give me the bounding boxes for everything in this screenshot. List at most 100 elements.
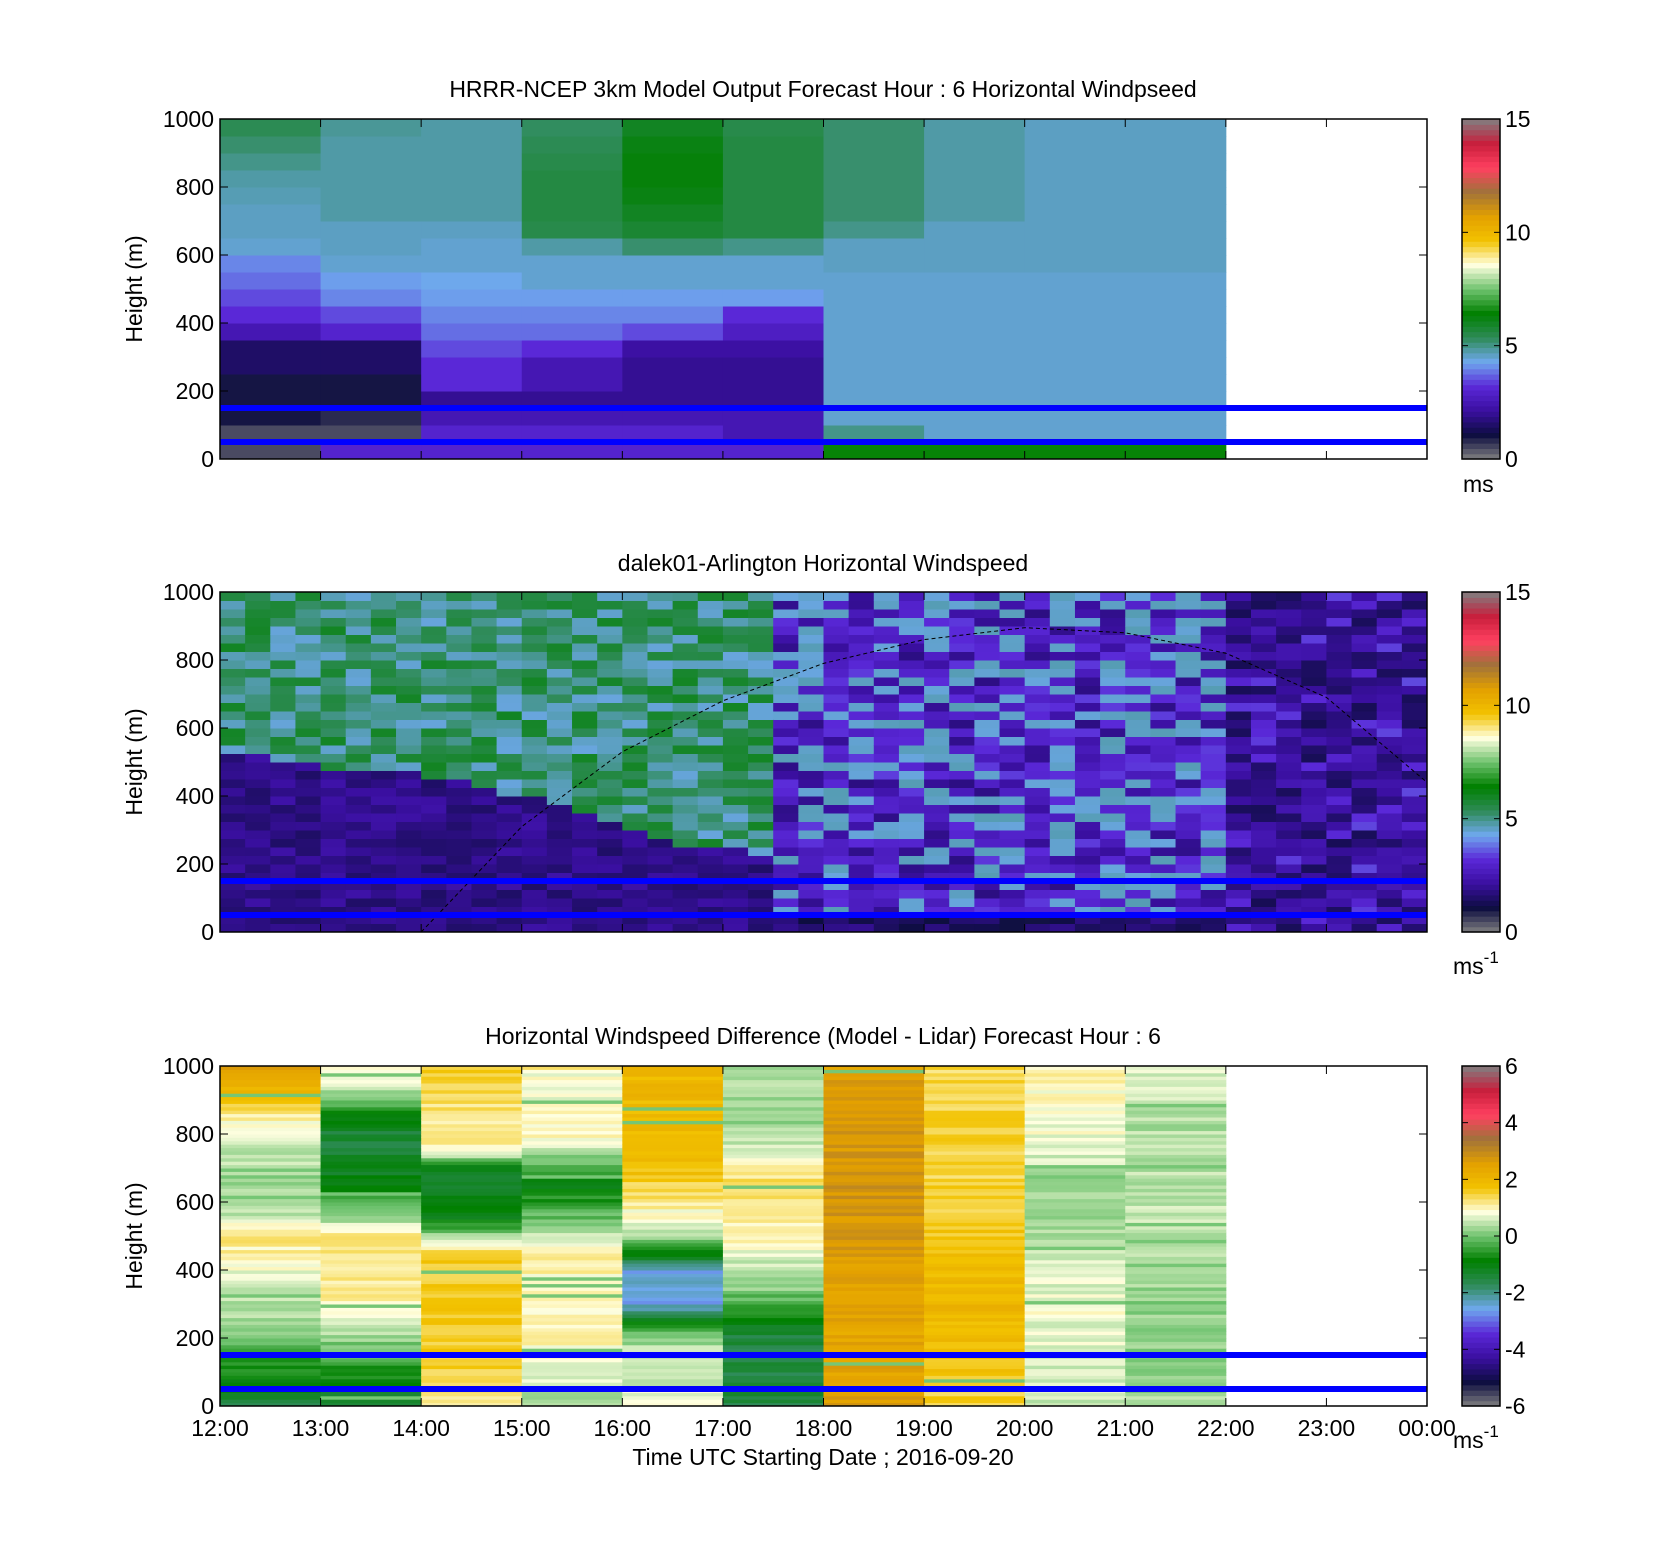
- heatmap-cell: [220, 1280, 322, 1285]
- heatmap-cell: [1401, 872, 1427, 882]
- heatmap-cell: [1125, 1368, 1227, 1373]
- colorbar-swatch: [1462, 1119, 1500, 1126]
- heatmap-cell: [446, 796, 472, 805]
- heatmap-cell: [546, 838, 573, 848]
- heatmap-cell: [1125, 255, 1227, 273]
- heatmap-cell: [270, 864, 296, 873]
- heatmap-cell: [270, 770, 296, 780]
- heatmap-cell: [1401, 787, 1427, 797]
- heatmap-cell: [722, 204, 824, 222]
- heatmap-cell: [421, 1110, 523, 1115]
- heatmap-cell: [823, 1229, 925, 1234]
- heatmap-cell: [521, 660, 548, 669]
- heatmap-cell: [823, 1215, 925, 1220]
- heatmap-cell: [1049, 906, 1076, 916]
- heatmap-cell: [672, 906, 699, 916]
- heatmap-cell: [1024, 660, 1051, 669]
- heatmap-cell: [320, 1066, 422, 1070]
- heatmap-cell: [1376, 872, 1403, 882]
- heatmap-cell: [220, 847, 246, 856]
- colorbar-swatch: [1462, 150, 1500, 157]
- heatmap-cell: [1225, 906, 1252, 916]
- heatmap-cell: [496, 626, 523, 635]
- heatmap-cell: [1074, 728, 1101, 737]
- heatmap-cell: [1301, 821, 1327, 831]
- heatmap-cell: [823, 1273, 925, 1278]
- heatmap-cell: [722, 719, 749, 729]
- colorbar-swatch: [1462, 257, 1500, 264]
- heatmap-cell: [521, 1317, 623, 1322]
- heatmap-cell: [823, 1185, 925, 1189]
- heatmap-cell: [1125, 728, 1151, 737]
- heatmap-cell: [622, 1263, 724, 1268]
- colorbar-swatch: [1462, 188, 1500, 194]
- heatmap-cell: [1401, 847, 1427, 856]
- heatmap-cell: [924, 1076, 1026, 1081]
- heatmap-cell: [345, 864, 372, 873]
- heatmap-cell: [1024, 719, 1051, 729]
- heatmap-cell: [898, 643, 925, 652]
- heatmap-cell: [1276, 736, 1302, 746]
- heatmap-cell: [722, 1117, 824, 1121]
- heatmap-cell: [1125, 1127, 1227, 1132]
- heatmap-cell: [722, 357, 824, 375]
- heatmap-cell: [1351, 753, 1378, 763]
- heatmap-cell: [270, 694, 296, 703]
- heatmap-cell: [1326, 677, 1353, 686]
- heatmap-cell: [1049, 651, 1076, 661]
- heatmap-cell: [873, 923, 900, 932]
- heatmap-cell: [546, 787, 573, 797]
- heatmap-cell: [521, 1321, 623, 1325]
- heatmap-cell: [823, 1140, 925, 1145]
- heatmap-cell: [295, 906, 322, 916]
- heatmap-cell: [924, 1202, 1026, 1206]
- heatmap-cell: [370, 728, 397, 737]
- heatmap-cell: [295, 830, 322, 839]
- heatmap-cell: [949, 660, 975, 669]
- heatmap-cell: [1100, 813, 1126, 822]
- colorbar-swatch: [1462, 639, 1500, 646]
- y-tick-label: 400: [176, 310, 214, 336]
- heatmap-cell: [1024, 906, 1051, 916]
- heatmap-cell: [597, 609, 623, 618]
- heatmap-cell: [722, 1327, 824, 1332]
- heatmap-cell: [245, 668, 271, 678]
- heatmap-cell: [521, 1086, 623, 1091]
- heatmap-cell: [521, 1273, 623, 1278]
- heatmap-cell: [823, 1205, 925, 1210]
- heatmap-cell: [1100, 838, 1126, 848]
- heatmap-cell: [1125, 1307, 1227, 1312]
- heatmap-cell: [446, 609, 472, 618]
- heatmap-cell: [622, 592, 648, 601]
- heatmap-cell: [521, 1113, 623, 1118]
- heatmap-cell: [1125, 1266, 1227, 1271]
- heatmap-cell: [1175, 702, 1202, 712]
- heatmap-cell: [1250, 770, 1277, 780]
- heatmap-cell: [396, 864, 422, 873]
- heatmap-cell: [823, 1110, 925, 1115]
- heatmap-cell: [220, 1144, 322, 1149]
- heatmap-cell: [1024, 1307, 1126, 1312]
- heatmap-cell: [1024, 1358, 1126, 1363]
- heatmap-cell: [798, 617, 824, 627]
- heatmap-cell: [722, 1236, 824, 1240]
- heatmap-cell: [471, 898, 498, 907]
- heatmap-cell: [597, 634, 623, 644]
- heatmap-cell: [898, 702, 925, 712]
- colorbar-swatch: [1462, 1326, 1500, 1333]
- heatmap-cell: [823, 1137, 925, 1142]
- heatmap-cell: [672, 787, 699, 797]
- colorbar-swatch: [1462, 161, 1500, 168]
- heatmap-cell: [722, 1361, 824, 1366]
- heatmap-cell: [320, 915, 347, 924]
- heatmap-cell: [722, 626, 749, 635]
- heatmap-cell: [823, 1219, 925, 1223]
- heatmap-cell: [1376, 906, 1403, 916]
- heatmap-cell: [722, 1287, 824, 1291]
- heatmap-cell: [245, 728, 271, 737]
- colorbar-swatch: [1462, 411, 1500, 418]
- heatmap-cell: [722, 1310, 824, 1315]
- heatmap-cell: [1175, 813, 1202, 822]
- heatmap-cell: [245, 685, 271, 695]
